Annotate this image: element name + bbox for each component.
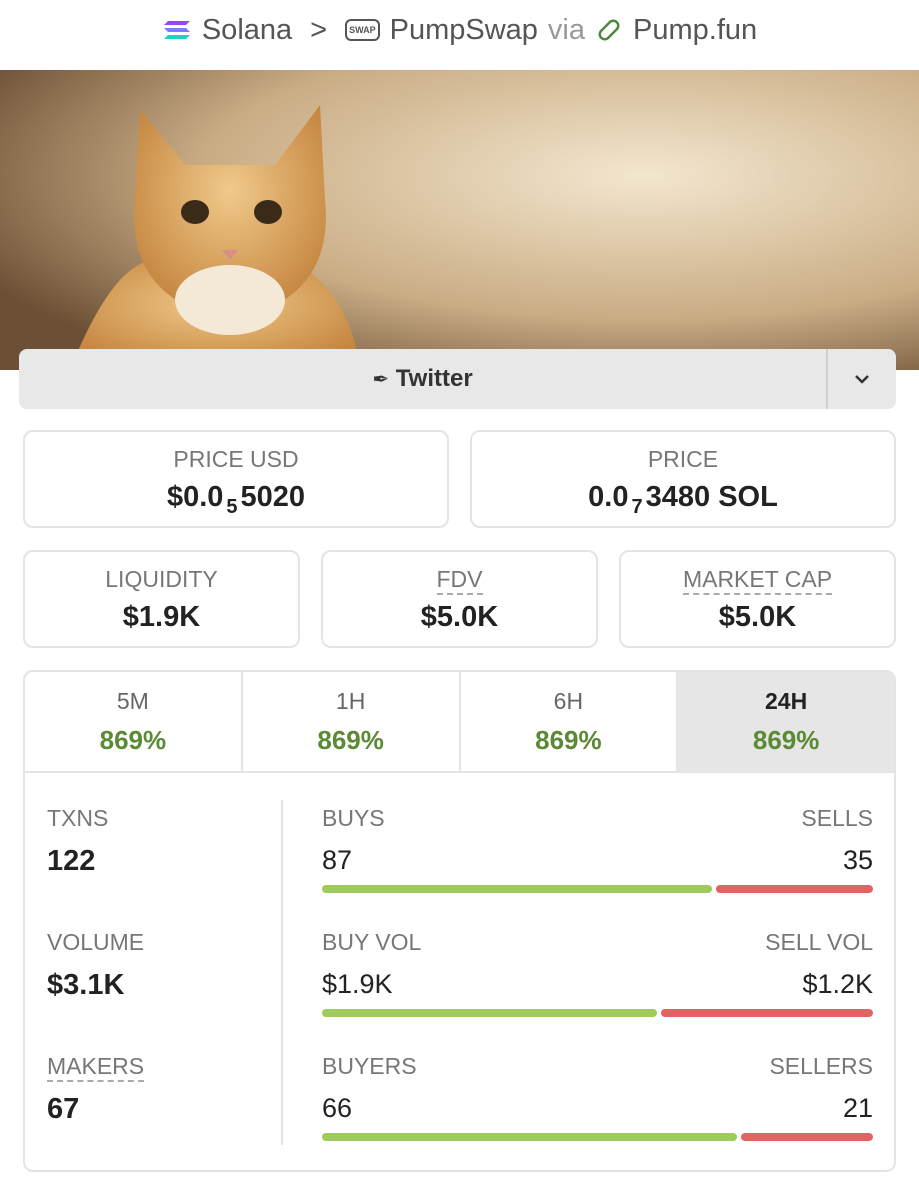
txns-value: 122 [47,845,96,877]
price-native: 0.0 7 3480 SOL [472,481,894,519]
buy-bar [322,885,713,893]
makers-bar [322,1133,873,1141]
dex[interactable]: PumpSwap [389,13,538,46]
stat-label-text: MARKET CAP [682,566,833,595]
stat-label-text: LIQUIDITY [105,566,218,592]
sell-vol-value: $1.2K [802,969,873,999]
tab-change: 869% [752,725,820,755]
breadcrumb: Solana > SWAP PumpSwap via Pump.fun [0,10,919,50]
divider [281,800,283,1145]
sell-vol-label: SELL VOL [765,929,873,955]
tab-label: 24H [765,688,808,714]
sellers-label: SELLERS [769,1053,873,1079]
zeros: 7 [631,495,643,518]
stats-panel: 5M 869% 1H 869% 6H 869% 24H 869% [23,670,896,1172]
price-native-card: PRICE 0.0 7 3480 SOL [470,430,896,528]
label: PRICE [647,446,719,472]
sells-label: SELLS [801,805,873,831]
prefix: $0.0 [166,481,224,513]
buys-label: BUYS [322,805,385,831]
chain[interactable]: Solana [201,13,293,46]
sells-value: 35 [842,845,873,875]
timeframe-tabs: 5M 869% 1H 869% 6H 869% 24H 869% [25,672,894,773]
stat-label: LIQUIDITY [25,566,298,593]
solana-icon [163,21,190,39]
tab-label: 1H [335,688,366,714]
makers-label-text: MAKERS [47,1053,145,1082]
timeframe-tab[interactable]: 6H 869% [461,672,679,771]
separator: > [310,13,328,46]
volume-bar [322,1009,873,1017]
stat-card: MARKET CAP $5.0K [619,550,896,648]
stat-value: $5.0K [718,601,797,633]
makers-label: MAKERS [47,1053,145,1082]
tab-change: 869% [317,725,384,755]
tab-label: 5M [116,688,149,714]
timeframe-tab[interactable]: 5M 869% [25,672,243,771]
banner-image [0,70,919,370]
buys-value: 87 [322,845,353,875]
prefix: 0.0 [588,481,629,513]
sell-bar [661,1009,873,1017]
stat-label: FDV [323,566,596,595]
dex-icon: SWAP [345,19,380,41]
buy-bar [322,1133,737,1141]
launchpad[interactable]: Pump.fun [633,13,758,46]
stat-label: MARKET CAP [621,566,894,595]
label: PRICE USD [173,446,299,472]
sell-bar [740,1133,873,1141]
price-usd-card: PRICE USD $0.0 5 5020 [23,430,449,528]
zeros: 5 [226,495,238,518]
stat-card: LIQUIDITY $1.9K [23,550,300,648]
txns-bar [322,885,873,893]
digits: 5020 [240,481,306,513]
sell-bar [716,885,873,893]
twitter-button[interactable]: ✒ Twitter [372,365,473,392]
buyers-value: 66 [322,1093,353,1123]
stat-card: FDV $5.0K [321,550,598,648]
pill-icon [598,19,620,41]
buyers-label: BUYERS [322,1053,417,1079]
timeframe-tab[interactable]: 1H 869% [243,672,461,771]
stat-value: $1.9K [122,601,201,633]
buy-bar [322,1009,658,1017]
makers-value: 67 [47,1093,80,1125]
tab-label: 6H [553,688,584,714]
buy-vol-value: $1.9K [322,969,393,999]
via: via [547,13,585,46]
link-bar: ✒ Twitter [19,349,896,409]
volume-label: VOLUME [47,929,145,955]
volume-value: $3.1K [47,969,125,1001]
buy-vol-label: BUY VOL [322,929,422,955]
tab-change: 869% [535,725,602,755]
stat-label-text: FDV [436,566,483,595]
twitter-label: Twitter [395,365,473,392]
digits: 3480 SOL [645,481,778,513]
txns-label: TXNS [47,805,109,831]
stat-value: $5.0K [420,601,499,633]
sellers-value: 21 [842,1093,873,1123]
price-usd: $0.0 5 5020 [25,481,447,519]
tab-change: 869% [99,725,167,755]
more-links[interactable] [826,349,896,409]
timeframe-tab[interactable]: 24H 869% [678,672,894,771]
